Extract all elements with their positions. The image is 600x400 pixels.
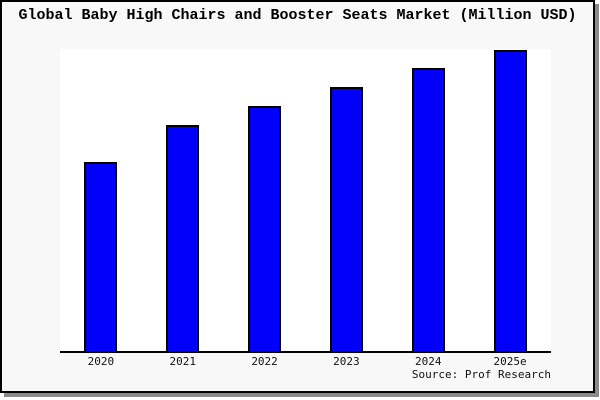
x-axis-ticks: 2020 2021 2022 2023 2024 2025e [60,355,551,368]
chart-window: Global Baby High Chairs and Booster Seat… [0,0,595,393]
bar-slot-2021 [142,49,224,351]
x-tick-2025e: 2025e [493,355,527,368]
x-tick-2022: 2022 [251,355,278,368]
bar-slot-2022 [224,49,306,351]
bar-slot-2020 [60,49,142,351]
x-tick-2024: 2024 [414,355,442,368]
bar-2024 [411,68,445,351]
x-tick-2020: 2020 [87,355,115,368]
x-tick-2023: 2023 [333,355,360,368]
bar-slot-2025e [469,49,551,351]
bar-2021 [166,125,200,351]
source-credit: Source: Prof Research [411,368,551,381]
plot-area [60,49,551,353]
bar-2022 [248,105,282,351]
chart-title: Global Baby High Chairs and Booster Seat… [18,7,577,24]
bar-slot-2023 [305,49,387,351]
bar-2025e [493,49,527,351]
bar-slot-2024 [387,49,469,351]
bar-2023 [329,86,363,351]
bar-2020 [84,161,118,351]
x-tick-2021: 2021 [169,355,196,368]
